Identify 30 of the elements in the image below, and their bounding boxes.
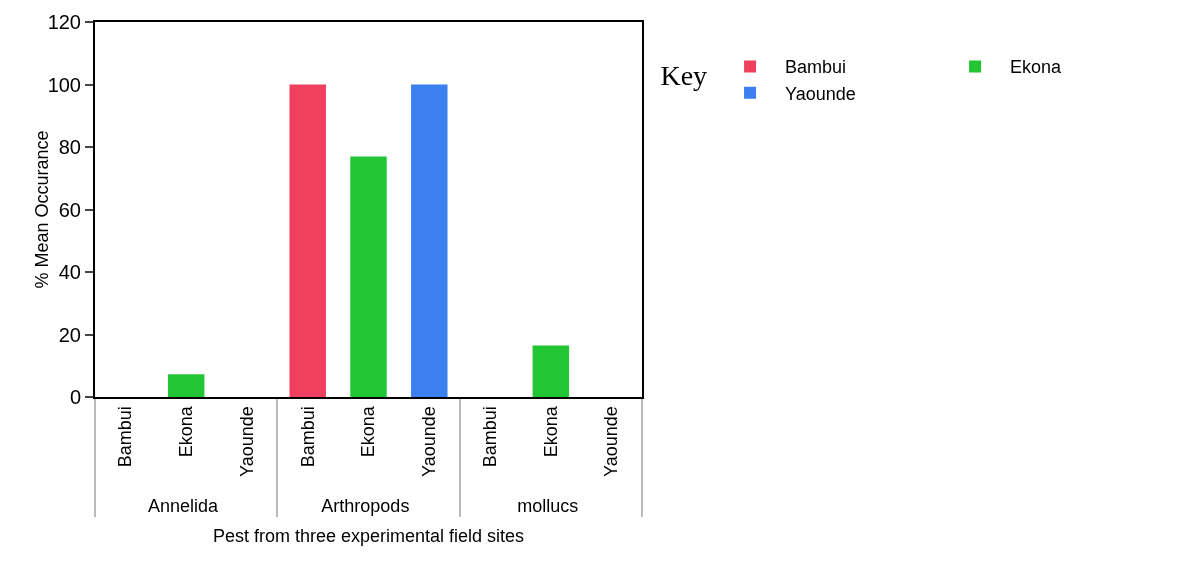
y-tick-label: 60 [58,198,81,221]
text: Bambui [297,406,318,468]
text: Ekona [540,406,561,458]
x-axis-title: Pest from three experimental field sites [212,525,525,546]
y-tick-label: 80 [58,136,81,158]
x-tick-label: Annelida [147,496,220,517]
y-tick-label: 40 [58,261,81,283]
y-tick-label: 0 [69,386,81,408]
legend-label: Yaounde [785,83,856,104]
text: Yaounde [236,406,257,477]
text: Ekona [358,406,379,458]
y-tick-label: 120 [47,11,81,33]
text: Bambui [115,406,136,468]
x-tick-label: mollucs [517,496,579,517]
bar [167,374,205,397]
text: Yaounde [601,406,622,477]
bar [411,84,448,397]
legend-label: Bambui [785,57,847,78]
y-axis-title: % Mean Occurance [32,130,52,289]
text: Ekona [176,406,197,458]
text: Bambui [479,406,500,468]
bar [532,345,570,397]
legend-label: Ekona [1010,57,1063,78]
bar [350,156,387,397]
x-tick-label: Arthropods [321,496,410,517]
y-tick-label: 20 [58,323,81,346]
bar [289,84,326,397]
legend-title: Key [660,59,708,91]
y-tick-label: 100 [47,73,81,96]
text: Yaounde [419,406,440,477]
